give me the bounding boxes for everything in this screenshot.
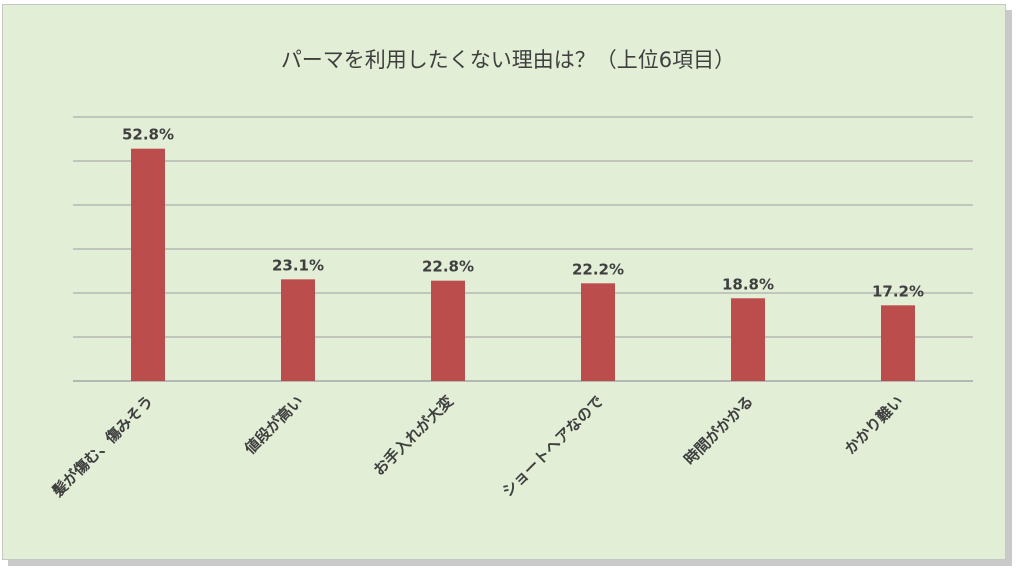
data-label: 52.8%: [122, 126, 174, 144]
chart-card: [2, 4, 1006, 560]
bars: [131, 148, 915, 381]
data-label: 22.2%: [572, 260, 624, 278]
gridlines: [73, 116, 973, 382]
category-label: 時間がかかる: [680, 392, 756, 468]
chart-title: パーマを利用したくない理由は？（上位6項目）: [280, 48, 736, 72]
data-label: 22.8%: [422, 258, 474, 276]
bar: [281, 279, 315, 381]
category-label: かかり難い: [841, 392, 907, 458]
category-labels: 髪が傷む、傷みそう 値段が高い お手入れが大変 ショートヘアなので 時間がかかる かかり難…: [48, 392, 907, 501]
bar: [581, 283, 615, 381]
category-label: お手入れが大変: [370, 392, 457, 479]
category-label: 値段が高い: [240, 392, 306, 458]
category-label: ショートヘアなので: [499, 392, 607, 500]
data-label: 18.8%: [722, 275, 774, 293]
bar: [131, 148, 165, 381]
data-label: 17.2%: [872, 282, 924, 300]
category-label: 髪が傷む、傷みそう: [48, 392, 157, 501]
bar: [881, 305, 915, 381]
bar: [731, 298, 765, 381]
data-label: 23.1%: [272, 256, 324, 274]
bar: [431, 280, 465, 381]
value-labels: 52.8% 23.1% 22.8% 22.2% 18.8% 17.2%: [122, 126, 924, 301]
